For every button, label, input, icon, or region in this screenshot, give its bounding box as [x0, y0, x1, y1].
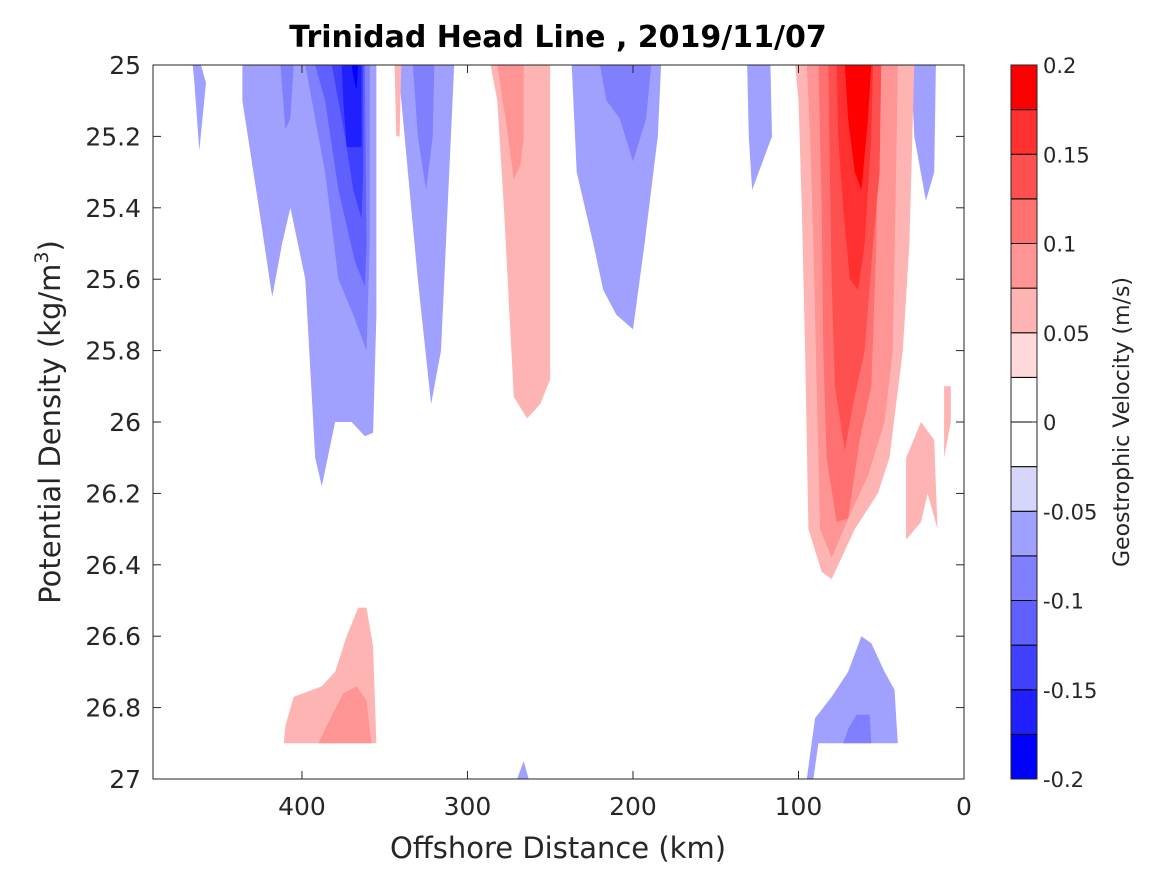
x-tick-label: 400: [278, 792, 326, 821]
x-tick-label: 300: [444, 792, 492, 821]
colorbar-tick-label: 0.1: [1043, 233, 1076, 257]
colorbar-ticks: 0.2 0.15 0.1 0.05 0 -0.05 -0.1 -0.15 -0.2: [1032, 54, 1097, 792]
contour-neg-1: [398, 65, 455, 405]
x-tick-label: 200: [609, 792, 657, 821]
contour-pos-2: [497, 65, 524, 180]
y-tick-label: 25.8: [85, 337, 141, 366]
contour-pos-1: [944, 386, 951, 458]
contour-pos-6: [844, 65, 872, 190]
y-axis-label-close: ): [33, 240, 67, 251]
colorbar-tick-label: -0.05: [1043, 500, 1097, 524]
y-tick-label: 25.2: [85, 122, 141, 151]
x-tick-label: 100: [775, 792, 823, 821]
contour-neg-6: [351, 65, 359, 90]
colorbar-segment: [1010, 510, 1038, 557]
contour-regions: [179, 65, 951, 779]
colorbar-segment: [1010, 466, 1038, 512]
y-tick-label: 25: [109, 51, 141, 80]
x-axis-label: Offshore Distance (km): [390, 831, 726, 865]
contour-neg-2: [412, 65, 435, 190]
contour-neg-1: [517, 761, 529, 779]
contour-neg-1: [747, 65, 772, 190]
colorbar-tick-label: -0.15: [1043, 679, 1097, 703]
colorbar-segment: [1010, 600, 1038, 646]
colorbar-tick-label: -0.1: [1043, 590, 1084, 614]
colorbar-segment: [1010, 689, 1038, 735]
colorbar-tick-label: 0.15: [1043, 143, 1090, 167]
y-axis-label-main: Potential Density (kg/m: [33, 264, 67, 604]
y-tick-label: 25.4: [85, 194, 141, 223]
colorbar-segment: [1010, 153, 1038, 200]
x-axis-ticks: 400 300 200 100 0: [278, 65, 972, 821]
x-tick-label: 0: [956, 792, 972, 821]
contour-pos-1: [394, 65, 402, 137]
contour-pos-1: [490, 65, 551, 419]
contour-neg-2: [599, 65, 652, 162]
colorbar-segments: [1010, 64, 1038, 780]
colorbar-segment: [1010, 644, 1038, 691]
contour-neg-2: [843, 714, 872, 744]
colorbar-segment: [1010, 555, 1038, 601]
colorbar-label: Geostrophic Velocity (m/s): [1110, 277, 1135, 567]
y-tick-label: 26.6: [85, 622, 141, 651]
y-tick-label: 26: [109, 408, 141, 437]
plot-area: 400 300 200 100 0 25 25.2 25.4 25.6 25.8 26 26.2 26…: [85, 51, 972, 821]
colorbar-segment: [1010, 733, 1038, 780]
y-axis-label: Potential Density (kg/m3): [31, 240, 67, 604]
colorbar-tick-label: -0.2: [1043, 768, 1084, 792]
y-axis-label-exponent: 3: [31, 251, 53, 263]
colorbar-segment: [1010, 376, 1038, 423]
y-tick-label: 26.2: [85, 479, 141, 508]
contour-pos-7: [853, 65, 867, 90]
colorbar-tick-label: 0.2: [1043, 54, 1076, 78]
contour-neg-1: [179, 65, 206, 151]
y-axis-ticks: 25 25.2 25.4 25.6 25.8 26 26.2 26.4 26.6 26.8 27: [85, 51, 964, 794]
colorbar-segment: [1010, 109, 1038, 155]
contour-pos-1: [906, 422, 938, 540]
colorbar: 0.2 0.15 0.1 0.05 0 -0.05 -0.1 -0.15 -0.2: [1010, 54, 1097, 792]
contour-neg-1: [806, 636, 898, 779]
colorbar-segment: [1010, 287, 1038, 334]
y-tick-label: 27: [109, 765, 141, 794]
colorbar-tick-label: 0: [1043, 411, 1056, 435]
contour-neg-1: [911, 65, 936, 201]
y-tick-label: 25.6: [85, 265, 141, 294]
y-tick-label: 26.4: [85, 551, 141, 580]
colorbar-tick-label: 0.05: [1043, 322, 1090, 346]
colorbar-segment: [1010, 332, 1038, 378]
contour-neg-2: [280, 65, 294, 130]
colorbar-segment: [1010, 421, 1038, 468]
colorbar-segment: [1010, 198, 1038, 244]
colorbar-segment: [1010, 64, 1038, 111]
contour-pos-2: [318, 686, 372, 744]
y-tick-label: 26.8: [85, 694, 141, 723]
chart-title: Trinidad Head Line , 2019/11/07: [289, 20, 826, 55]
colorbar-segment: [1010, 243, 1038, 289]
